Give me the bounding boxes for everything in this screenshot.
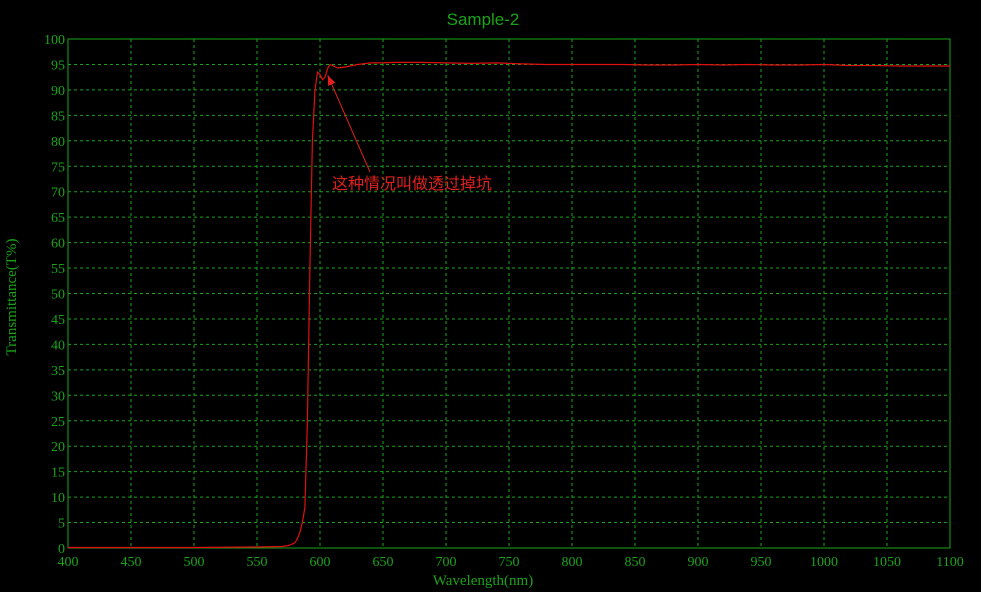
x-axis-title: Wavelength(nm) [433, 573, 533, 589]
x-tick-label: 1050 [873, 555, 901, 570]
x-tick-label: 950 [751, 555, 772, 570]
annotation-arrow-head [327, 75, 336, 86]
x-tick-label: 700 [436, 555, 457, 570]
x-tick-label: 550 [247, 555, 268, 570]
series-layer [68, 61, 950, 549]
y-tick-label: 90 [51, 84, 65, 99]
y-tick-label: 100 [44, 33, 65, 48]
y-tick-label: 5 [58, 517, 65, 532]
x-tick-label: 850 [625, 555, 646, 570]
y-tick-label: 85 [51, 109, 65, 124]
annotation-text: 这种情况叫做透过掉坑 [332, 174, 492, 193]
chart-title: Sample-2 [447, 10, 520, 29]
x-tick-label: 450 [121, 555, 142, 570]
x-tick-label: 900 [688, 555, 709, 570]
y-tick-label: 50 [51, 288, 65, 303]
y-tick-label: 10 [51, 491, 65, 506]
y-axis-title: Transmittance(T%) [4, 239, 20, 356]
x-tick-label: 500 [184, 555, 205, 570]
y-tick-label: 20 [51, 440, 65, 455]
series-line [68, 61, 950, 549]
x-tick-label: 600 [310, 555, 331, 570]
y-tick-label: 0 [58, 542, 65, 557]
tick-labels: 400 450 500 550 600 650 700 750 800 850 900 950 1000… [44, 33, 964, 570]
y-tick-label: 65 [51, 211, 65, 226]
y-tick-label: 55 [51, 262, 65, 277]
x-tick-label: 750 [499, 555, 520, 570]
x-tick-label: 400 [58, 555, 79, 570]
y-tick-label: 25 [51, 415, 65, 430]
y-tick-label: 15 [51, 466, 65, 481]
annotation-arrow-line [327, 74, 371, 173]
y-tick-label: 80 [51, 135, 65, 150]
y-tick-label: 95 [51, 58, 65, 73]
y-tick-label: 75 [51, 160, 65, 175]
y-tick-label: 45 [51, 313, 65, 328]
y-tick-label: 30 [51, 389, 65, 404]
y-tick-label: 35 [51, 364, 65, 379]
y-tick-label: 40 [51, 338, 65, 353]
x-tick-label: 650 [373, 555, 394, 570]
x-tick-label: 1100 [936, 555, 963, 570]
x-tick-label: 1000 [810, 555, 838, 570]
grid-lines [67, 38, 951, 549]
annotation: 这种情况叫做透过掉坑 [327, 74, 492, 193]
y-tick-label: 60 [51, 237, 65, 252]
y-tick-label: 70 [51, 186, 65, 201]
x-tick-label: 800 [562, 555, 583, 570]
